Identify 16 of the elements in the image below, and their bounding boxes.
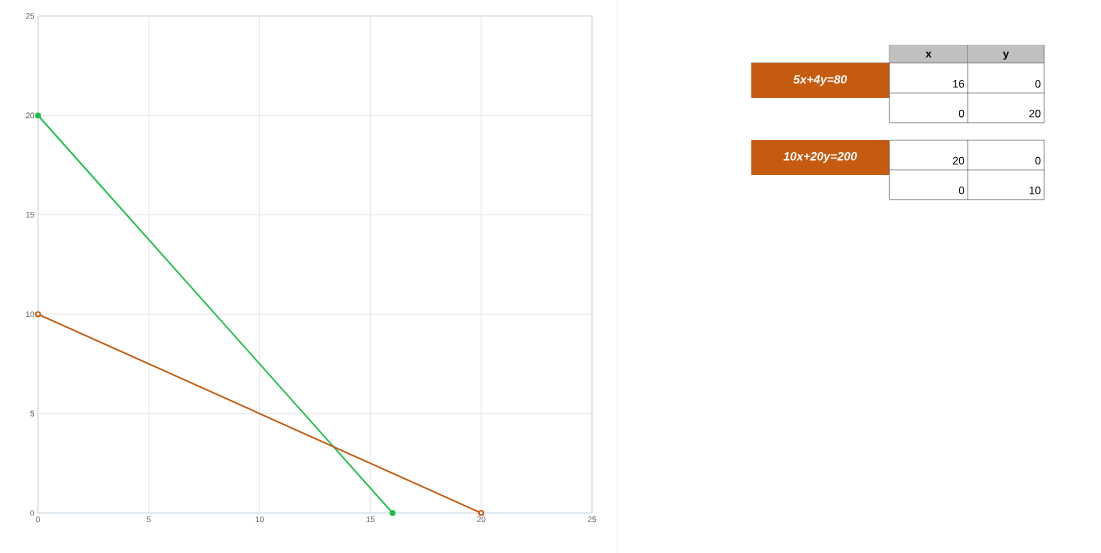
text: 20 xyxy=(952,156,965,165)
text: 20 xyxy=(1029,109,1041,118)
point xyxy=(389,510,396,516)
text: 16 xyxy=(953,79,965,88)
text: y xyxy=(1002,51,1009,60)
text: x xyxy=(925,51,932,58)
point xyxy=(478,510,485,516)
text: 5x+4y=80 xyxy=(793,75,847,86)
point xyxy=(35,311,41,318)
text: 0 xyxy=(958,186,965,195)
text: 0 xyxy=(958,109,965,118)
text: 0 xyxy=(1035,156,1041,165)
point xyxy=(35,112,41,119)
text: 10x+20y=200 xyxy=(783,152,857,163)
text: 0 xyxy=(1035,79,1041,88)
text: 10 xyxy=(1029,186,1041,195)
